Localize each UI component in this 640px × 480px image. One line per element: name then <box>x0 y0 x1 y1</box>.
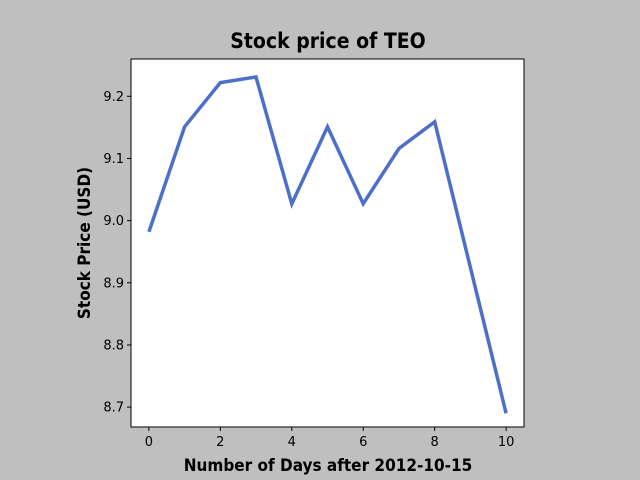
y-tick-label: 9.0 <box>103 214 124 229</box>
y-axis-title: Stock Price (USD) <box>75 167 95 319</box>
chart-title: Stock price of TEO <box>230 29 425 53</box>
y-axis: 8.7 8.8 8.9 9.0 9.1 9.2 <box>103 90 131 416</box>
y-tick-label: 9.1 <box>103 152 124 167</box>
x-axis-title: Number of Days after 2012-10-15 <box>184 456 473 476</box>
x-tick-label: 8 <box>431 435 439 450</box>
series-line <box>147 75 508 414</box>
x-tick-label: 2 <box>216 435 224 450</box>
y-tick-label: 8.9 <box>103 276 124 291</box>
x-tick-label: 4 <box>288 435 296 450</box>
x-tick-label: 0 <box>145 435 153 450</box>
y-tick-label: 8.7 <box>103 401 124 416</box>
x-axis: 0 2 4 6 8 10 <box>145 427 515 450</box>
x-tick-label: 10 <box>498 435 515 450</box>
y-tick-label: 8.8 <box>103 338 124 353</box>
y-tick-label: 9.2 <box>103 90 124 105</box>
x-tick-label: 6 <box>359 435 367 450</box>
plot-frame <box>130 58 525 428</box>
plot-area <box>131 59 524 427</box>
series-layer <box>147 75 508 414</box>
